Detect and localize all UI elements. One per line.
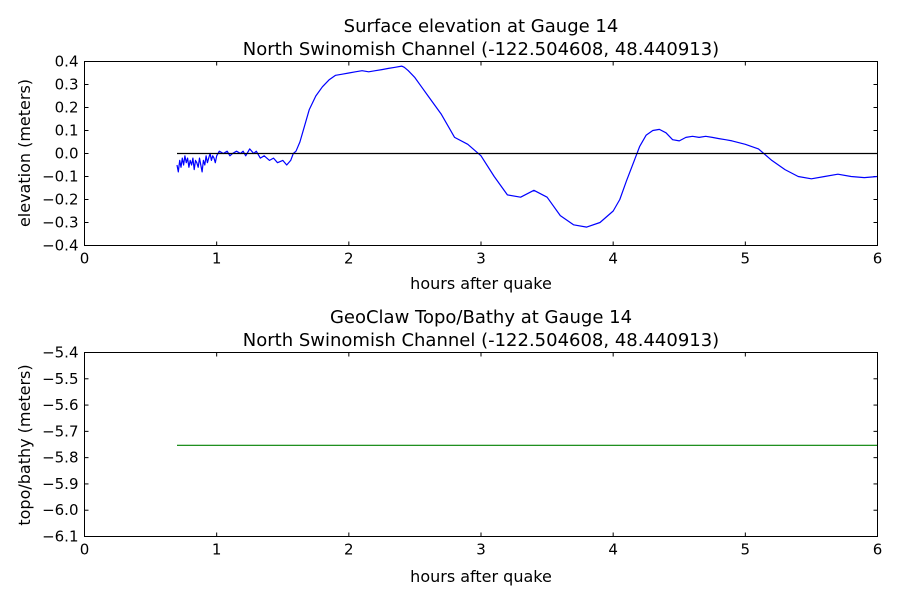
elevation-chart-xtick-label: 3 [476, 250, 486, 268]
topo-chart-xtick-label: 1 [212, 541, 222, 559]
elevation-chart-ytick-label: 0.3 [55, 76, 79, 94]
elevation-chart-ytick-label: 0.0 [55, 145, 79, 163]
elevation-chart-series-line-0 [176, 65, 878, 228]
topo-chart-ylabel: topo/bathy (meters) [15, 364, 34, 525]
elevation-chart-ytick-label: 0.2 [55, 99, 79, 117]
elevation-chart-xtick-label: 0 [80, 250, 90, 268]
elevation-chart-frame [84, 61, 878, 246]
elevation-chart-xtick-label: 1 [212, 250, 222, 268]
elevation-chart-ytick-label: 0.1 [55, 122, 79, 140]
topo-chart-title: GeoClaw Topo/Bathy at Gauge 14 [330, 307, 632, 328]
topo-chart-ytick-label: −5.7 [42, 422, 78, 440]
elevation-chart-ytick-label: −0.2 [42, 191, 78, 209]
elevation-chart: Surface elevation at Gauge 14 North Swin… [15, 16, 882, 293]
elevation-chart-series [176, 65, 878, 228]
topo-chart-subtitle: North Swinomish Channel (-122.504608, 48… [243, 330, 719, 351]
topo-chart-ytick-label: −5.4 [42, 344, 78, 362]
topo-chart-ytick-label: −6.1 [42, 528, 78, 546]
topo-chart-xtick-label: 0 [80, 541, 90, 559]
topo-chart-ytick-label: −5.5 [42, 370, 78, 388]
elevation-chart-ytick-label: −0.3 [42, 214, 78, 232]
topo-chart-xlabel: hours after quake [410, 567, 552, 586]
topo-chart-ytick-label: −5.9 [42, 475, 78, 493]
elevation-chart-subtitle: North Swinomish Channel (-122.504608, 48… [243, 39, 719, 60]
elevation-chart-ytick-label: −0.1 [42, 168, 78, 186]
topo-chart-ticks: 0 1 2 3 4 5 6 −5.4 −5.5 −5.6 −5.7 −5.8 −5.9 −6.0 −6.1 [42, 344, 882, 559]
topo-chart-ytick-label: −5.8 [42, 449, 78, 467]
elevation-chart-xtick-label: 2 [344, 250, 354, 268]
topo-chart-ytick-label: −5.6 [42, 396, 78, 414]
topo-chart-xtick-label: 5 [741, 541, 751, 559]
topo-chart-frame [84, 352, 878, 537]
topo-chart: GeoClaw Topo/Bathy at Gauge 14 North Swi… [15, 307, 882, 586]
elevation-chart-ytick-label: 0.4 [55, 53, 79, 71]
topo-chart-xtick-label: 6 [873, 541, 883, 559]
elevation-chart-title: Surface elevation at Gauge 14 [344, 16, 619, 37]
elevation-chart-xtick-label: 5 [741, 250, 751, 268]
topo-chart-xtick-label: 3 [476, 541, 486, 559]
topo-chart-xtick-label: 4 [608, 541, 618, 559]
elevation-chart-xtick-label: 4 [608, 250, 618, 268]
topo-chart-ytick-label: −6.0 [42, 501, 78, 519]
elevation-chart-ylabel: elevation (meters) [15, 79, 34, 227]
topo-chart-xtick-label: 2 [344, 541, 354, 559]
elevation-chart-ticks: 0 1 2 3 4 5 6 0.4 0.3 0.2 0.1 0.0 −0.1 −0.2 −0.3 −0.4 [42, 53, 882, 268]
elevation-chart-xtick-label: 6 [873, 250, 883, 268]
elevation-chart-ytick-label: −0.4 [42, 237, 78, 255]
elevation-chart-xlabel: hours after quake [410, 274, 552, 293]
